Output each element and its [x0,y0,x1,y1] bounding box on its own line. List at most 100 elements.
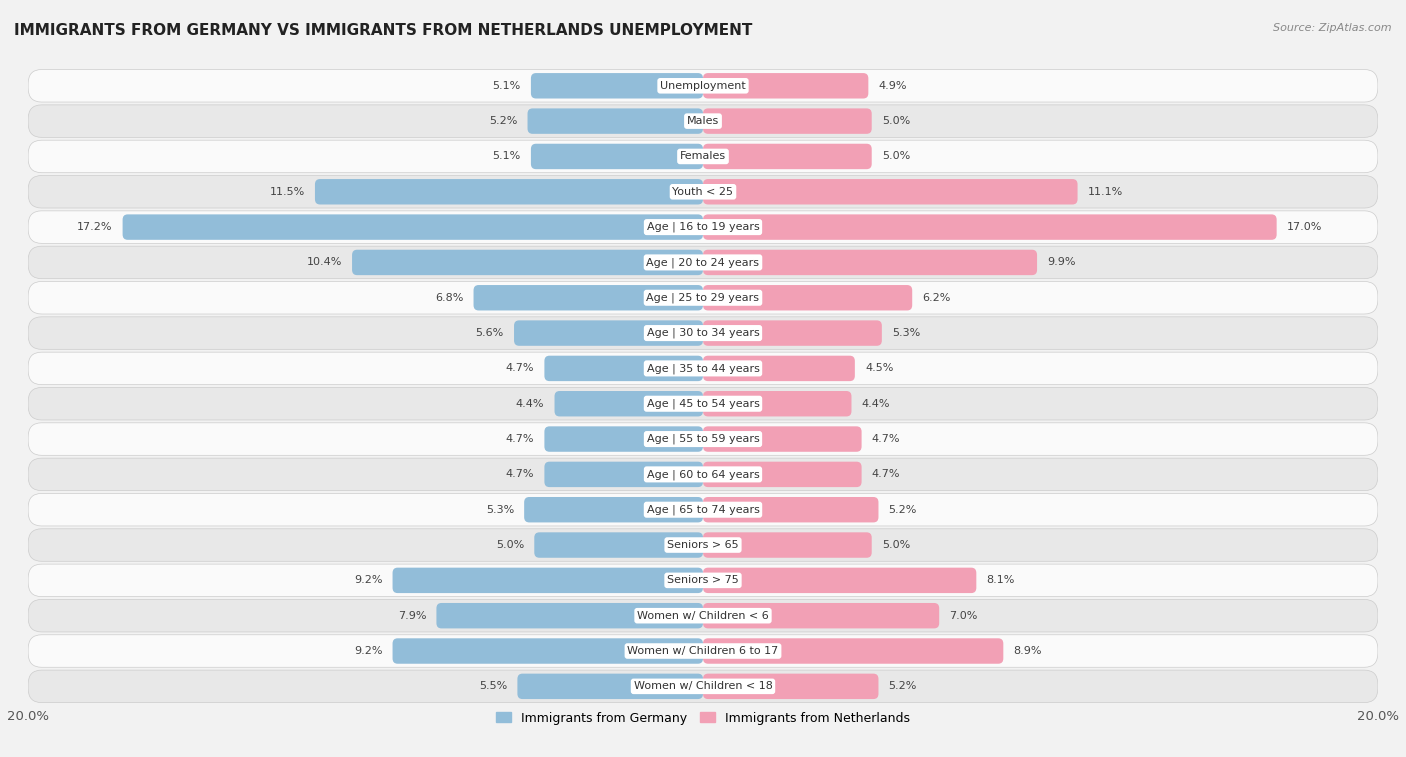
FancyBboxPatch shape [517,674,703,699]
Text: Age | 35 to 44 years: Age | 35 to 44 years [647,363,759,374]
FancyBboxPatch shape [703,144,872,169]
Text: 5.2%: 5.2% [489,116,517,126]
FancyBboxPatch shape [703,497,879,522]
Text: 17.0%: 17.0% [1286,222,1322,232]
FancyBboxPatch shape [28,176,1378,208]
FancyBboxPatch shape [315,179,703,204]
FancyBboxPatch shape [703,568,976,593]
Text: Males: Males [688,116,718,126]
Text: 5.5%: 5.5% [479,681,508,691]
FancyBboxPatch shape [28,317,1378,349]
Text: Females: Females [681,151,725,161]
FancyBboxPatch shape [28,670,1378,702]
FancyBboxPatch shape [554,391,703,416]
Text: Women w/ Children 6 to 17: Women w/ Children 6 to 17 [627,646,779,656]
Text: Seniors > 65: Seniors > 65 [668,540,738,550]
Text: 4.7%: 4.7% [506,469,534,479]
FancyBboxPatch shape [703,108,872,134]
FancyBboxPatch shape [544,426,703,452]
Text: 7.9%: 7.9% [398,611,426,621]
Text: IMMIGRANTS FROM GERMANY VS IMMIGRANTS FROM NETHERLANDS UNEMPLOYMENT: IMMIGRANTS FROM GERMANY VS IMMIGRANTS FR… [14,23,752,38]
FancyBboxPatch shape [524,497,703,522]
Text: 5.1%: 5.1% [492,81,520,91]
FancyBboxPatch shape [703,320,882,346]
FancyBboxPatch shape [531,73,703,98]
FancyBboxPatch shape [28,423,1378,455]
Text: 9.2%: 9.2% [354,646,382,656]
FancyBboxPatch shape [28,635,1378,667]
Text: 10.4%: 10.4% [307,257,342,267]
FancyBboxPatch shape [515,320,703,346]
FancyBboxPatch shape [703,214,1277,240]
Text: 5.0%: 5.0% [882,540,910,550]
Text: 5.3%: 5.3% [891,328,920,338]
Text: 5.2%: 5.2% [889,505,917,515]
FancyBboxPatch shape [534,532,703,558]
FancyBboxPatch shape [28,494,1378,526]
FancyBboxPatch shape [392,638,703,664]
Text: 7.0%: 7.0% [949,611,977,621]
Text: Age | 20 to 24 years: Age | 20 to 24 years [647,257,759,268]
Text: 4.7%: 4.7% [506,363,534,373]
FancyBboxPatch shape [703,73,869,98]
Text: 4.7%: 4.7% [872,434,900,444]
FancyBboxPatch shape [474,285,703,310]
FancyBboxPatch shape [703,532,872,558]
FancyBboxPatch shape [703,638,1004,664]
FancyBboxPatch shape [28,529,1378,561]
FancyBboxPatch shape [544,356,703,381]
FancyBboxPatch shape [28,564,1378,597]
Text: 4.7%: 4.7% [506,434,534,444]
Text: Women w/ Children < 18: Women w/ Children < 18 [634,681,772,691]
Text: 9.2%: 9.2% [354,575,382,585]
Text: 4.9%: 4.9% [879,81,907,91]
Text: 11.1%: 11.1% [1088,187,1123,197]
FancyBboxPatch shape [703,426,862,452]
Text: 5.2%: 5.2% [889,681,917,691]
Text: Age | 65 to 74 years: Age | 65 to 74 years [647,504,759,515]
FancyBboxPatch shape [28,388,1378,420]
Text: 4.7%: 4.7% [872,469,900,479]
Text: Unemployment: Unemployment [661,81,745,91]
Text: 5.3%: 5.3% [486,505,515,515]
FancyBboxPatch shape [352,250,703,275]
Text: 11.5%: 11.5% [270,187,305,197]
Text: 8.1%: 8.1% [987,575,1015,585]
Text: 6.8%: 6.8% [434,293,464,303]
Text: 9.9%: 9.9% [1047,257,1076,267]
Text: Age | 60 to 64 years: Age | 60 to 64 years [647,469,759,480]
Text: 5.6%: 5.6% [475,328,503,338]
FancyBboxPatch shape [436,603,703,628]
Text: 5.0%: 5.0% [882,116,910,126]
FancyBboxPatch shape [392,568,703,593]
FancyBboxPatch shape [703,356,855,381]
FancyBboxPatch shape [703,462,862,487]
FancyBboxPatch shape [28,600,1378,632]
Text: Youth < 25: Youth < 25 [672,187,734,197]
Text: Age | 25 to 29 years: Age | 25 to 29 years [647,292,759,303]
Text: Women w/ Children < 6: Women w/ Children < 6 [637,611,769,621]
Text: 5.0%: 5.0% [496,540,524,550]
Text: Seniors > 75: Seniors > 75 [666,575,740,585]
FancyBboxPatch shape [527,108,703,134]
FancyBboxPatch shape [28,352,1378,385]
Text: Age | 45 to 54 years: Age | 45 to 54 years [647,398,759,409]
FancyBboxPatch shape [703,391,852,416]
FancyBboxPatch shape [703,285,912,310]
FancyBboxPatch shape [28,282,1378,314]
FancyBboxPatch shape [703,179,1077,204]
Text: 4.4%: 4.4% [862,399,890,409]
Text: 5.1%: 5.1% [492,151,520,161]
Text: 6.2%: 6.2% [922,293,950,303]
FancyBboxPatch shape [28,211,1378,243]
FancyBboxPatch shape [28,140,1378,173]
Text: Source: ZipAtlas.com: Source: ZipAtlas.com [1274,23,1392,33]
FancyBboxPatch shape [28,458,1378,491]
Text: 8.9%: 8.9% [1014,646,1042,656]
FancyBboxPatch shape [531,144,703,169]
FancyBboxPatch shape [703,603,939,628]
FancyBboxPatch shape [703,250,1038,275]
FancyBboxPatch shape [28,246,1378,279]
Text: Age | 16 to 19 years: Age | 16 to 19 years [647,222,759,232]
Text: Age | 30 to 34 years: Age | 30 to 34 years [647,328,759,338]
